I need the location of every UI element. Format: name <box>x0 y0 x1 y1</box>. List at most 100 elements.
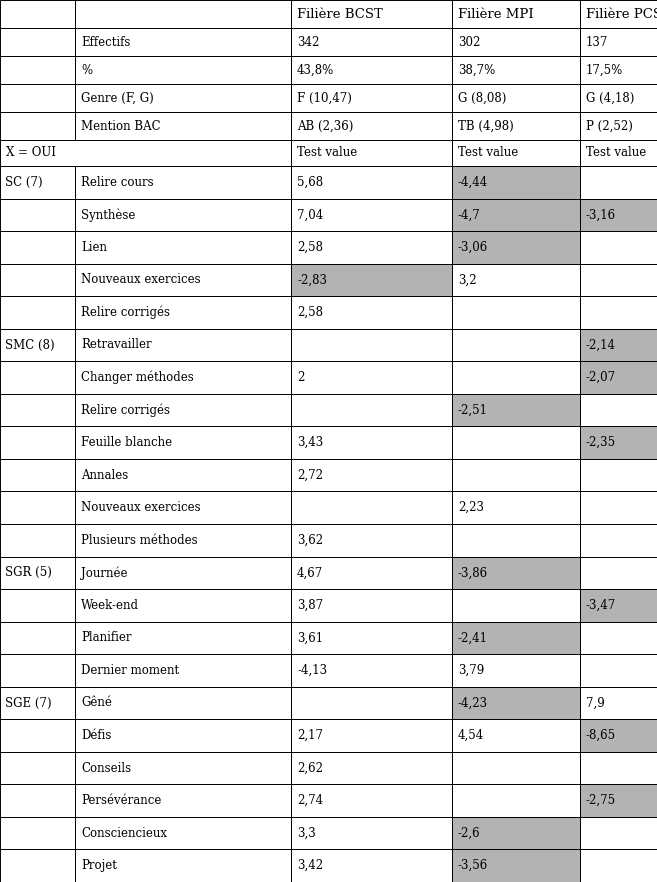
Text: SGR (5): SGR (5) <box>5 566 52 579</box>
Bar <box>291 394 452 426</box>
Bar <box>75 166 291 198</box>
Text: Gêné: Gêné <box>81 697 112 709</box>
Text: 2,17: 2,17 <box>297 729 323 742</box>
Text: Filière BCST: Filière BCST <box>297 8 383 20</box>
Bar <box>291 751 452 784</box>
Text: -4,44: -4,44 <box>458 176 488 189</box>
Text: -2,6: -2,6 <box>458 826 481 840</box>
Text: Synthèse: Synthèse <box>81 208 135 221</box>
Bar <box>75 784 291 817</box>
Text: G (8,08): G (8,08) <box>458 92 507 104</box>
Bar <box>291 231 452 264</box>
Bar <box>0 687 75 720</box>
Bar <box>291 264 452 296</box>
Text: SGE (7): SGE (7) <box>5 697 52 709</box>
Bar <box>452 166 580 198</box>
Text: -2,41: -2,41 <box>458 632 488 645</box>
Text: Consciencieux: Consciencieux <box>81 826 167 840</box>
Bar <box>291 0 452 28</box>
Bar <box>291 817 452 849</box>
Bar <box>580 56 657 84</box>
Text: Conseils: Conseils <box>81 761 131 774</box>
Bar <box>452 751 580 784</box>
Bar <box>0 654 75 687</box>
Bar <box>452 687 580 720</box>
Bar <box>580 84 657 112</box>
Bar <box>291 622 452 654</box>
Bar <box>291 140 452 166</box>
Text: 3,2: 3,2 <box>458 273 476 287</box>
Bar <box>291 296 452 329</box>
Bar <box>75 459 291 491</box>
Bar <box>580 817 657 849</box>
Bar <box>75 112 291 140</box>
Bar <box>0 720 75 751</box>
Bar <box>452 362 580 394</box>
Text: Test value: Test value <box>297 146 357 160</box>
Bar <box>580 264 657 296</box>
Bar <box>291 198 452 231</box>
Text: %: % <box>81 64 92 77</box>
Text: Nouveaux exercices: Nouveaux exercices <box>81 273 200 287</box>
Text: Changer méthodes: Changer méthodes <box>81 370 194 385</box>
Text: Filière MPI: Filière MPI <box>458 8 533 20</box>
Bar <box>0 198 75 231</box>
Text: Week-end: Week-end <box>81 599 139 612</box>
Bar <box>291 166 452 198</box>
Bar <box>291 459 452 491</box>
Bar <box>0 394 75 426</box>
Bar <box>75 622 291 654</box>
Text: 137: 137 <box>586 35 608 49</box>
Text: Relire corrigés: Relire corrigés <box>81 403 170 417</box>
Bar <box>580 784 657 817</box>
Bar <box>0 231 75 264</box>
Bar <box>75 817 291 849</box>
Text: -3,56: -3,56 <box>458 859 488 872</box>
Text: Relire cours: Relire cours <box>81 176 154 189</box>
Text: 302: 302 <box>458 35 480 49</box>
Text: Test value: Test value <box>458 146 518 160</box>
Text: X = OUI: X = OUI <box>6 146 56 160</box>
Text: F (10,47): F (10,47) <box>297 92 352 104</box>
Text: 2,23: 2,23 <box>458 501 484 514</box>
Bar <box>580 166 657 198</box>
Bar <box>452 491 580 524</box>
Bar <box>0 0 75 28</box>
Text: 3,42: 3,42 <box>297 859 323 872</box>
Text: Défis: Défis <box>81 729 112 742</box>
Text: Annales: Annales <box>81 468 128 482</box>
Text: Filière PCST: Filière PCST <box>586 8 657 20</box>
Bar <box>0 362 75 394</box>
Bar <box>75 84 291 112</box>
Text: -2,14: -2,14 <box>586 339 616 352</box>
Bar <box>580 687 657 720</box>
Text: 43,8%: 43,8% <box>297 64 334 77</box>
Bar <box>580 112 657 140</box>
Bar <box>75 296 291 329</box>
Text: Genre (F, G): Genre (F, G) <box>81 92 154 104</box>
Bar <box>75 687 291 720</box>
Bar <box>291 362 452 394</box>
Text: 17,5%: 17,5% <box>586 64 623 77</box>
Bar <box>580 849 657 882</box>
Bar <box>75 264 291 296</box>
Bar <box>580 524 657 557</box>
Bar <box>75 329 291 362</box>
Text: 2,62: 2,62 <box>297 761 323 774</box>
Bar <box>75 524 291 557</box>
Bar <box>75 751 291 784</box>
Text: Relire corrigés: Relire corrigés <box>81 306 170 319</box>
Text: 2: 2 <box>297 371 304 384</box>
Text: -2,83: -2,83 <box>297 273 327 287</box>
Bar <box>0 56 75 84</box>
Text: Projet: Projet <box>81 859 117 872</box>
Bar <box>291 589 452 622</box>
Bar <box>0 296 75 329</box>
Text: 3,43: 3,43 <box>297 436 323 449</box>
Bar <box>452 112 580 140</box>
Bar <box>75 491 291 524</box>
Bar <box>452 0 580 28</box>
Text: Test value: Test value <box>586 146 646 160</box>
Text: Effectifs: Effectifs <box>81 35 130 49</box>
Bar <box>452 394 580 426</box>
